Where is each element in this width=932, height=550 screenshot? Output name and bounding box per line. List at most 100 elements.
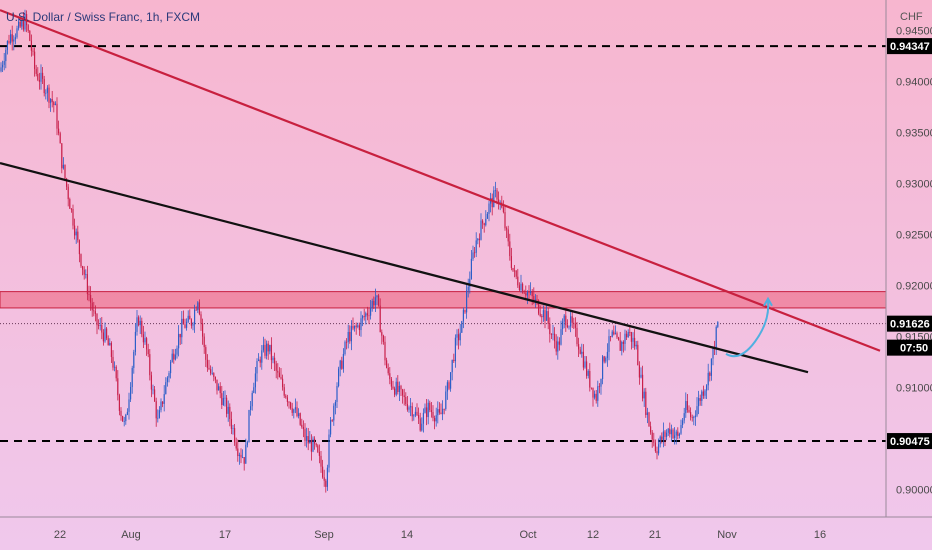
candle-body (586, 361, 588, 376)
resistance-trendline[interactable] (0, 9, 881, 352)
candle-body (646, 412, 648, 416)
candle-body (264, 344, 266, 356)
candle-body (27, 25, 29, 31)
candle-body (104, 328, 106, 342)
candle-body (101, 325, 103, 333)
candle-body (48, 87, 50, 103)
candle-body (250, 406, 252, 410)
candle-body (195, 309, 197, 311)
candle-body (315, 443, 317, 446)
candle-body (136, 317, 138, 332)
y-tick-label: 0.94500 (896, 26, 932, 38)
candle-body (618, 337, 620, 341)
candle-body (190, 319, 192, 326)
candle-body (269, 344, 271, 352)
candle-body (650, 426, 652, 433)
candle-body (67, 186, 69, 200)
candle-body (50, 98, 52, 103)
candle-body (214, 377, 216, 380)
candle-body (237, 448, 239, 457)
candle-body (630, 332, 632, 342)
candle-body (459, 332, 461, 341)
candle-body (550, 334, 552, 335)
candle-body (616, 333, 618, 338)
candle-body (270, 344, 272, 361)
candle-body (347, 331, 349, 343)
candle-body (469, 278, 471, 287)
candle-body (307, 436, 309, 444)
candle-body (128, 399, 130, 412)
candle-body (38, 79, 40, 82)
candle-body (93, 310, 95, 312)
candle-body (115, 366, 117, 379)
candle-body (542, 310, 544, 318)
candle-body (16, 28, 18, 38)
candle-body (709, 372, 711, 376)
candle-body (285, 395, 287, 398)
candle-body (632, 337, 634, 342)
candle-body (509, 241, 511, 257)
candle-body (291, 408, 293, 413)
candle-body (318, 451, 320, 456)
candle-body (70, 208, 72, 210)
candle-body (266, 343, 268, 356)
candle-body (174, 354, 176, 360)
candle-body (154, 389, 156, 402)
candle-body (664, 431, 666, 437)
candle-body (98, 325, 100, 327)
candle-body (696, 406, 698, 416)
chart-title: U.S. Dollar / Swiss Franc, 1h, FXCM (6, 10, 200, 24)
x-tick-label: 17 (219, 529, 231, 541)
candle-body (629, 331, 631, 333)
candle-body (430, 410, 432, 413)
candle-body (72, 209, 74, 226)
candle-body (539, 313, 541, 317)
candle-body (370, 307, 372, 316)
candle-body (672, 429, 674, 439)
candle-body (590, 387, 592, 389)
candle-body (389, 373, 391, 380)
candle-body (448, 382, 450, 389)
candle-body (358, 325, 360, 331)
candle-body (11, 34, 13, 42)
candle-body (592, 387, 594, 398)
candle-body (21, 20, 23, 27)
candle-body (443, 408, 445, 410)
x-tick-label: Aug (121, 529, 141, 541)
candle-body (326, 467, 328, 487)
candle-body (424, 407, 426, 413)
candle-body (118, 395, 120, 411)
candle-body (493, 190, 495, 208)
y-tick-label: 0.92000 (896, 281, 932, 293)
candle-body (381, 332, 383, 336)
candle-body (698, 398, 700, 407)
candle-body (504, 212, 506, 229)
candle-body (94, 311, 96, 314)
candle-body (32, 50, 34, 52)
candle-body (248, 409, 250, 443)
projection-path[interactable] (725, 300, 770, 358)
candle-body (6, 40, 8, 50)
candle-body (670, 429, 672, 435)
candle-body (429, 402, 431, 411)
candle-body (715, 326, 717, 350)
candle-body (3, 61, 5, 65)
candle-body (142, 334, 144, 343)
candle-body (246, 442, 248, 445)
candle-body (619, 340, 621, 351)
candle-body (178, 333, 180, 349)
candle-body (133, 351, 135, 368)
candle-body (526, 292, 528, 296)
candle-body (352, 326, 354, 329)
x-tick-label: Nov (717, 529, 737, 541)
candle-body (627, 331, 629, 338)
supply-zone[interactable] (0, 291, 887, 309)
candle-body (342, 353, 344, 369)
support-trendline[interactable] (0, 162, 809, 374)
candle-body (40, 72, 42, 82)
candle-body (578, 344, 580, 350)
candle-body (203, 336, 205, 348)
candle-body (160, 401, 162, 411)
candle-body (230, 418, 232, 429)
